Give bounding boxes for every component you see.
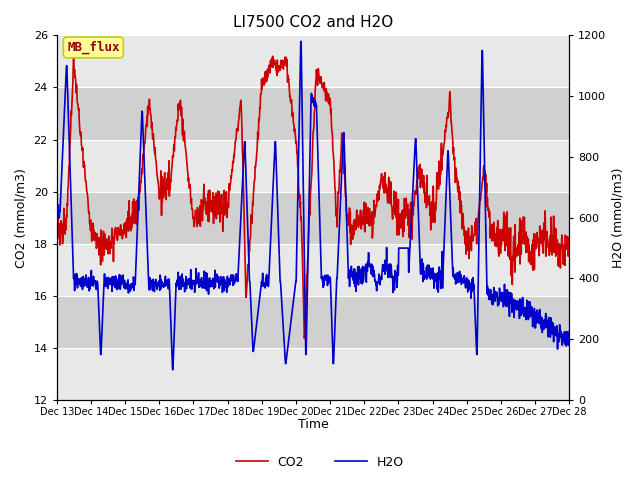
Y-axis label: H2O (mmol/m3): H2O (mmol/m3): [612, 168, 625, 268]
Bar: [57, 36, 570, 87]
Y-axis label: CO2 (mmol/m3): CO2 (mmol/m3): [15, 168, 28, 268]
CO2: [393, 215, 401, 221]
Bar: [57, 348, 570, 400]
CO2: [53, 234, 61, 240]
H2O: [225, 279, 232, 285]
Bar: [57, 87, 570, 140]
CO2: [301, 335, 308, 341]
CO2: [505, 232, 513, 238]
CO2: [269, 53, 276, 59]
Text: MB_flux: MB_flux: [67, 41, 120, 54]
CO2: [460, 224, 468, 229]
CO2: [224, 204, 232, 209]
H2O: [297, 38, 305, 44]
H2O: [167, 319, 175, 324]
Line: CO2: CO2: [57, 56, 570, 338]
Bar: [57, 244, 570, 296]
CO2: [154, 180, 162, 185]
H2O: [393, 285, 401, 290]
H2O: [460, 279, 468, 285]
H2O: [505, 305, 513, 311]
X-axis label: Time: Time: [298, 419, 328, 432]
H2O: [53, 215, 61, 221]
Line: H2O: H2O: [57, 41, 570, 370]
Title: LI7500 CO2 and H2O: LI7500 CO2 and H2O: [233, 15, 393, 30]
Legend: CO2, H2O: CO2, H2O: [231, 451, 409, 474]
H2O: [566, 328, 573, 334]
Bar: [57, 140, 570, 192]
H2O: [169, 367, 177, 372]
Bar: [57, 296, 570, 348]
CO2: [566, 242, 573, 248]
CO2: [167, 179, 175, 184]
Bar: [57, 192, 570, 244]
H2O: [154, 283, 162, 289]
